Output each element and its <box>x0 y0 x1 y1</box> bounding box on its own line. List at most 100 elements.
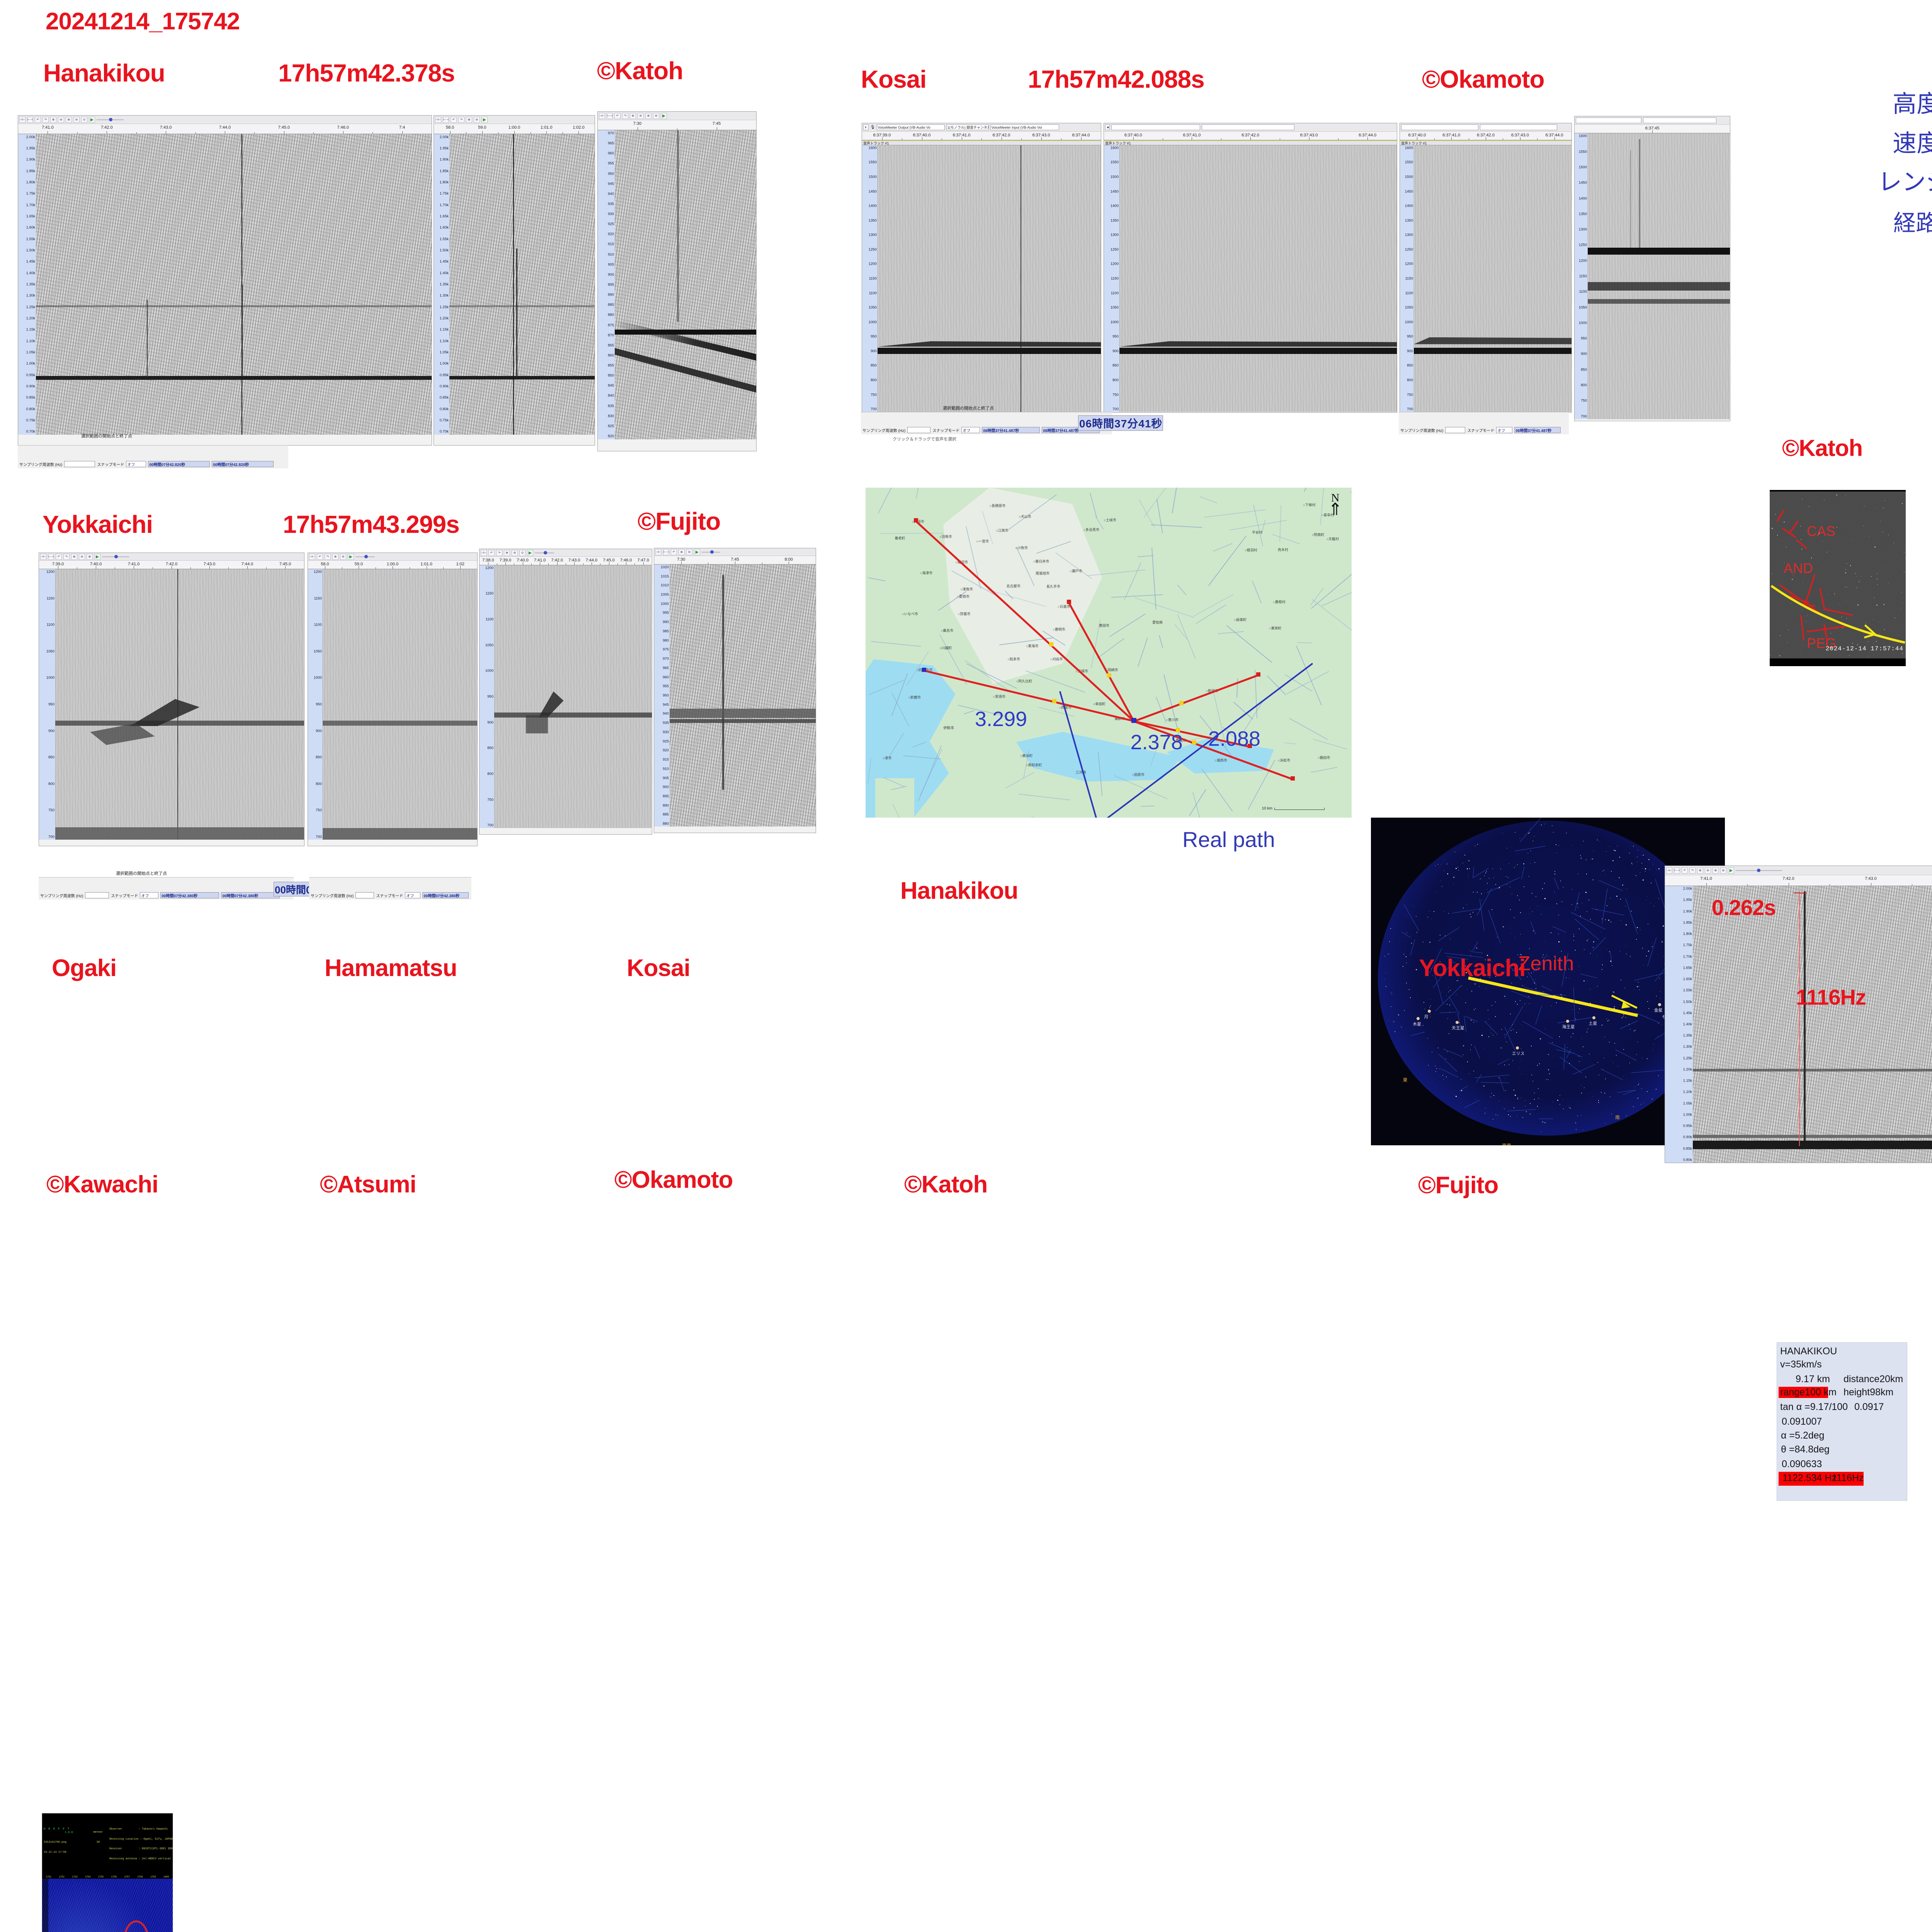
time-ruler-y-c[interactable]: 7:38.0 7:39.0 7:40.0 7:41.0 7:42.0 7:43.0 7:44… <box>480 557 652 565</box>
redo-icon[interactable]: ↷ <box>496 550 502 556</box>
playback-speed-slider[interactable] <box>702 549 720 555</box>
time-ruler-a[interactable]: 7:41.0 7:42.0 7:43.0 7:44.0 7:45.0 7:46.0 7:4 <box>18 124 432 134</box>
audacity-status-bar-yokkaichi[interactable]: サンプリング周波数 (Hz) スナップモード オフ 00時間07分42.380秒… <box>39 877 294 900</box>
trim-audio-icon[interactable]: ⊣⊢ <box>309 554 315 560</box>
play-button[interactable]: ▶ <box>348 554 354 560</box>
spectrogram-yokkaichi-a[interactable] <box>55 569 304 840</box>
redo-icon[interactable]: ↷ <box>1689 867 1696 874</box>
undo-icon[interactable]: ↶ <box>614 113 621 119</box>
sample-rate-select[interactable] <box>1445 427 1465 433</box>
audacity-window-kosai-d[interactable]: 6:37:45 1600 1550 1500 1450 1400 1350 1300 1250… <box>1574 116 1730 421</box>
device-chevron-icon[interactable]: ∨ <box>863 124 869 130</box>
zoom-out-icon[interactable]: ⊖ <box>638 113 644 119</box>
selection-start-field-2[interactable]: 00時間07分42.380秒 <box>422 892 469 898</box>
undo-icon[interactable]: ↶ <box>488 550 495 556</box>
silence-audio-icon[interactable]: ⊢⊣ <box>27 117 33 123</box>
play-button[interactable]: ▶ <box>661 113 667 119</box>
audacity-toolbar-y-d[interactable]: ⊣⊢ ⊢⊣ ↶ ⊕ ⊖ ▶ <box>654 548 816 556</box>
snap-mode-select[interactable]: オフ <box>126 461 146 467</box>
audacity-window-yokkaichi-c[interactable]: ⊣⊢ ↶ ↷ ⊕ ⊖ ⊙ ▶ 7:38.0 7:39.0 7:40.0 7:41.0 7… <box>479 549 652 835</box>
play-button[interactable]: ▶ <box>481 117 488 123</box>
audacity-window-hanakikou-a[interactable]: ⊣⊢ ⊢⊣ ↶ ↷ ⊕ ⊖ ⊕ ⊖ ⊙ ▶ 7:41.0 7:42.0 7:43.0… <box>18 115 432 446</box>
zoom-in-icon[interactable]: ⊕ <box>1697 867 1703 874</box>
zoom-in-icon[interactable]: ⊕ <box>50 117 56 123</box>
zoom-out-icon[interactable]: ⊖ <box>512 550 518 556</box>
audacity-device-toolbar-kosai[interactable]: ∨ 🎙 VoiceMeeter Output (VB-Audio Vo 1(モノ… <box>862 123 1101 132</box>
output-device-select[interactable]: VoiceMeeter Input (VB-Audio Voi <box>990 124 1059 130</box>
zoom-toggle-icon[interactable]: ⊙ <box>81 117 87 123</box>
audacity-window-kosai-c[interactable]: 6:37:40.0 6:37:41.0 6:37:42.0 6:37:43.0 6:37… <box>1400 123 1572 413</box>
time-ruler-y-b[interactable]: 58.0 59.0 1:00.0 1:01.0 1:02 <box>308 561 477 569</box>
play-button[interactable]: ▶ <box>1728 867 1734 874</box>
silence-audio-icon[interactable]: ⊢⊣ <box>48 554 54 560</box>
device-field-g[interactable] <box>1643 117 1716 123</box>
audacity-toolbar-kosai-b[interactable]: ▼ <box>1104 123 1397 132</box>
audacity-window-final-zoom[interactable]: ⊣⊢ ⊢⊣ ↶ ↷ ⊕ ⊖ ⊕ ⊖ ▶ 7:41.07:42.07:43.07:… <box>1665 866 1932 1163</box>
sample-rate-select[interactable] <box>907 427 930 433</box>
undo-icon[interactable]: ↶ <box>56 554 62 560</box>
trim-audio-icon[interactable]: ⊣⊢ <box>481 550 487 556</box>
sample-rate-select-2[interactable] <box>355 892 374 898</box>
snap-mode-select[interactable]: オフ <box>140 892 158 898</box>
audacity-toolbar-kosai-d[interactable] <box>1575 116 1730 125</box>
redo-icon[interactable]: ↷ <box>325 554 331 560</box>
audacity-toolbar-y-a[interactable]: ⊣⊢ ⊢⊣ ↶ ↷ ⊕ ⊖ ⊕ ▶ <box>39 553 304 561</box>
play-button[interactable]: ▶ <box>694 549 700 555</box>
zoom-in-icon[interactable]: ⊕ <box>630 113 636 119</box>
zoom-in-icon[interactable]: ⊕ <box>504 550 510 556</box>
map-station-marker[interactable] <box>914 518 918 522</box>
selection-end-field[interactable]: 00時間07分42.820秒 <box>212 461 274 467</box>
trim-audio-icon[interactable]: ⊣⊢ <box>435 117 441 123</box>
audacity-toolbar-b[interactable]: ⊣⊢ ⊢⊣ ↶ ↷ ⊕ ⊖ ▶ <box>434 116 595 124</box>
playback-speed-slider[interactable] <box>97 117 124 122</box>
time-ruler-b[interactable]: 58.0 59.0 1:00.0 1:01.0 1:02.0 <box>434 124 595 134</box>
spectrogram-hanakikou-c[interactable] <box>615 130 756 439</box>
spectrogram-kosai-b[interactable] <box>1119 145 1397 412</box>
route-map[interactable]: N ⇑ 10 km ○大垣市養老町○羽島市○各務原市○犬山市○江南市○一宮市○小… <box>866 488 1352 818</box>
spectrogram-kosai-a[interactable] <box>878 145 1101 412</box>
silence-audio-icon[interactable]: ⊢⊣ <box>1674 867 1680 874</box>
trim-audio-icon[interactable]: ⊣⊢ <box>599 113 605 119</box>
spectrogram-yokkaichi-c[interactable] <box>494 565 652 828</box>
selection-start-field[interactable]: 06時間37分41.487秒 <box>982 427 1040 433</box>
playback-speed-slider[interactable] <box>1736 868 1782 873</box>
zoom-out-icon[interactable]: ⊖ <box>58 117 64 123</box>
fit-project-icon[interactable]: ⊙ <box>519 550 526 556</box>
audacity-toolbar-kosai-c[interactable] <box>1400 123 1571 132</box>
hrofft-plot-ogaki[interactable] <box>42 1879 173 1932</box>
map-station-marker[interactable] <box>1067 600 1071 604</box>
audacity-window-yokkaichi-b[interactable]: ⊣⊢ ↶ ↷ ⊕ ⊖ ▶ 58.0 59.0 1:00.0 1:01.0 1:02 12… <box>308 553 478 846</box>
fit-selection-icon[interactable]: ⊕ <box>87 554 93 560</box>
zoom-in-icon[interactable]: ⊕ <box>679 549 685 555</box>
playback-speed-slider[interactable] <box>355 554 375 560</box>
audacity-window-hanakikou-b[interactable]: ⊣⊢ ⊢⊣ ↶ ↷ ⊕ ⊖ ▶ 58.0 59.0 1:00.0 1:01.0 1:02… <box>434 115 595 446</box>
snap-mode-select-2[interactable]: オフ <box>405 892 420 898</box>
spectrogram-kosai-d[interactable] <box>1588 133 1730 419</box>
undo-icon[interactable]: ↶ <box>671 549 677 555</box>
selection-big-field-kosai[interactable]: 06時間37分41秒 <box>1078 415 1163 431</box>
redo-icon[interactable]: ↷ <box>622 113 628 119</box>
audacity-toolbar-y-c[interactable]: ⊣⊢ ↶ ↷ ⊕ ⊖ ⊙ ▶ <box>480 549 652 557</box>
hrofft-panel-ogaki[interactable]: H R O F F T 1.0.0 2412141750.png 24.12.1… <box>42 1813 173 1932</box>
audacity-toolbar-c[interactable]: ⊣⊢ ⊢⊣ ↶ ↷ ⊕ ⊖ ⊕ ⊖ ▶ <box>598 112 756 120</box>
zoom-out-icon[interactable]: ⊖ <box>1705 867 1711 874</box>
time-ruler-kosai-a[interactable]: 6:37:39.0 6:37:40.0 6:37:41.0 6:37:42.0 6:37… <box>862 132 1101 140</box>
input-device-select[interactable]: VoiceMeeter Output (VB-Audio Vo <box>877 124 945 130</box>
audacity-window-yokkaichi-d[interactable]: ⊣⊢ ⊢⊣ ↶ ⊕ ⊖ ▶ 7:30 7:45 8:00 1020 1015 1010 1… <box>654 548 816 833</box>
sample-rate-select[interactable] <box>64 461 95 467</box>
zoom-out-icon[interactable]: ⊖ <box>686 549 692 555</box>
zoom-in-icon[interactable]: ⊕ <box>71 554 77 560</box>
fit-project-icon[interactable]: ⊖ <box>653 113 659 119</box>
redo-icon[interactable]: ↷ <box>63 554 70 560</box>
redo-icon[interactable]: ↷ <box>43 117 49 123</box>
playback-speed-slider[interactable] <box>535 550 554 556</box>
audacity-window-hanakikou-c[interactable]: ⊣⊢ ⊢⊣ ↶ ↷ ⊕ ⊖ ⊕ ⊖ ▶ 7:30 7:45 970 965 960 95… <box>597 111 757 451</box>
undo-icon[interactable]: ↶ <box>35 117 41 123</box>
channels-select[interactable]: 1(モノラル) 録音チャンネル <box>946 124 989 130</box>
time-ruler-kosai-c[interactable]: 6:37:40.0 6:37:41.0 6:37:42.0 6:37:43.0 6:37… <box>1400 132 1571 140</box>
audacity-toolbar[interactable]: ⊣⊢ ⊢⊣ ↶ ↷ ⊕ ⊖ ⊕ ⊖ ⊙ ▶ <box>18 116 432 124</box>
fit-project-icon[interactable]: ⊖ <box>1720 867 1726 874</box>
silence-audio-icon[interactable]: ⊢⊣ <box>663 549 669 555</box>
trim-audio-icon[interactable]: ⊣⊢ <box>40 554 46 560</box>
sample-rate-select[interactable] <box>85 892 109 898</box>
